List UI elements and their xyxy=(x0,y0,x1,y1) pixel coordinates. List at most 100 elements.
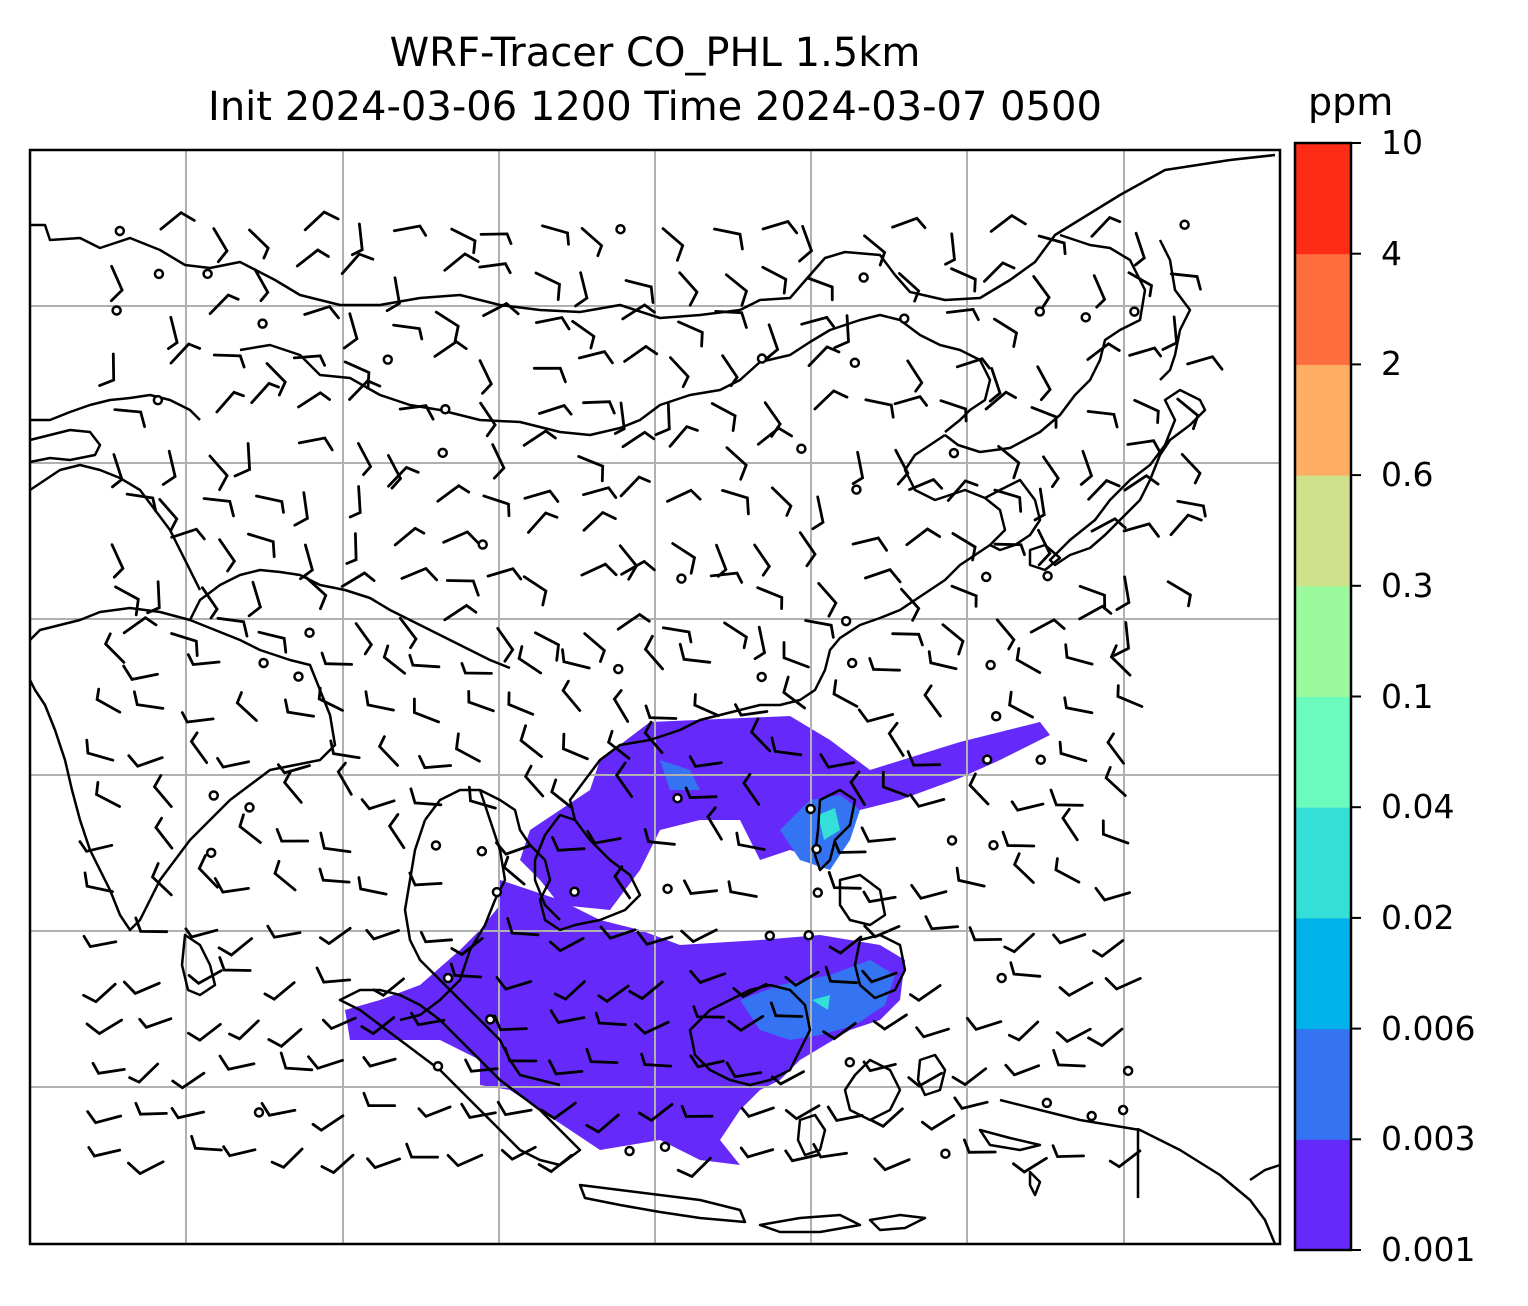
wind-barb xyxy=(873,1157,911,1172)
wind-barb xyxy=(409,787,443,807)
wind-barb xyxy=(83,871,114,893)
wind-barb xyxy=(284,698,315,718)
wind-barb xyxy=(170,1107,205,1120)
wind-barb xyxy=(464,1058,499,1073)
wind-barb xyxy=(454,732,481,763)
wind-barb xyxy=(784,1149,820,1163)
calm-wind-circle xyxy=(432,1060,444,1072)
wind-barb xyxy=(1003,932,1035,954)
wind-barb xyxy=(169,342,202,365)
wind-barb xyxy=(551,835,586,852)
wind-barb xyxy=(582,486,618,499)
wind-barb xyxy=(1122,522,1160,538)
wind-barb xyxy=(1054,857,1081,884)
wind-barb xyxy=(1128,346,1162,358)
wind-barb xyxy=(270,1147,304,1169)
wind-barb xyxy=(109,264,124,303)
wind-barb xyxy=(279,1051,314,1072)
wind-barb xyxy=(640,1052,673,1068)
wind-barb xyxy=(343,360,371,390)
wind-barb xyxy=(721,489,750,516)
wind-barb xyxy=(594,1011,627,1027)
wind-barb xyxy=(727,1014,765,1032)
calm-wind-circle xyxy=(849,357,861,369)
wind-barb xyxy=(1134,231,1146,267)
wind-barb xyxy=(898,272,921,303)
calm-wind-circle xyxy=(205,847,217,859)
wind-barb xyxy=(305,576,328,611)
wind-barb xyxy=(1104,766,1127,797)
wind-barb xyxy=(311,1114,345,1132)
wind-barb xyxy=(621,430,656,449)
wind-barb xyxy=(114,585,140,617)
wind-barb xyxy=(1101,819,1130,845)
colorbar-tick-label: 0.3 xyxy=(1381,565,1434,605)
wind-barb xyxy=(580,227,604,258)
calm-wind-circle xyxy=(476,846,488,857)
wind-barb xyxy=(122,664,159,681)
wind-barb xyxy=(1108,1149,1142,1169)
wind-barb xyxy=(522,575,548,607)
wind-barb xyxy=(110,543,125,579)
wind-barb xyxy=(753,543,772,577)
calm-wind-circle xyxy=(805,803,816,815)
wind-barb xyxy=(1126,439,1162,455)
wind-barb xyxy=(111,453,124,489)
colorbar-tick-label: 0.006 xyxy=(1381,1008,1476,1048)
gridlines xyxy=(30,150,1280,1244)
wind-barb xyxy=(540,1101,577,1121)
wind-barb xyxy=(812,1143,848,1159)
wind-barb xyxy=(364,690,395,712)
wind-barb xyxy=(159,211,196,231)
wind-barb xyxy=(1094,886,1131,902)
wind-barb xyxy=(86,1110,123,1125)
wind-barb xyxy=(486,567,523,581)
wind-barb xyxy=(1061,807,1079,842)
wind-barb xyxy=(857,708,895,723)
wind-barb xyxy=(585,1047,619,1064)
wind-barb xyxy=(276,763,311,775)
wind-barb xyxy=(442,530,480,545)
wind-barb xyxy=(862,890,897,904)
map-title-line1: WRF-Tracer CO_PHL 1.5km xyxy=(389,30,921,76)
wind-barb xyxy=(1010,800,1045,812)
wind-barb xyxy=(870,1107,904,1128)
wind-barb xyxy=(78,840,114,853)
wind-barb xyxy=(292,354,326,367)
wind-barbs xyxy=(78,210,1224,1179)
wind-barb xyxy=(187,969,223,985)
wind-barb xyxy=(247,532,276,558)
wind-barb xyxy=(410,1011,446,1027)
wind-barb xyxy=(1037,528,1052,567)
wind-barb xyxy=(636,931,674,946)
wind-barb xyxy=(993,317,1019,348)
wind-barb xyxy=(732,982,768,999)
wind-barb xyxy=(479,232,513,245)
calm-wind-circle xyxy=(948,447,960,459)
calm-wind-circle xyxy=(796,443,807,454)
wind-barb xyxy=(94,781,121,808)
calm-wind-circle xyxy=(257,318,268,329)
wind-barb xyxy=(826,1105,864,1123)
wind-barb xyxy=(740,1106,775,1119)
wind-barb xyxy=(583,632,607,663)
wind-barb xyxy=(1133,398,1160,424)
wind-barb xyxy=(158,498,179,532)
calm-wind-circle xyxy=(672,792,683,804)
calm-wind-circle xyxy=(980,571,992,583)
wind-barb xyxy=(103,632,126,664)
wind-barb xyxy=(1086,410,1119,429)
wind-barb xyxy=(208,293,240,315)
wind-barb xyxy=(955,866,986,888)
wind-barb xyxy=(770,486,793,517)
calm-wind-circle xyxy=(844,1057,856,1068)
wind-barb xyxy=(340,571,376,588)
wind-barb xyxy=(623,344,659,363)
wind-barb xyxy=(1112,621,1130,657)
wind-barb xyxy=(735,831,766,851)
wind-barb xyxy=(267,1027,303,1048)
wind-barb xyxy=(1032,275,1051,309)
colorbar-segment xyxy=(1295,253,1351,365)
wind-barb xyxy=(833,314,850,349)
wind-barb xyxy=(366,1157,401,1170)
